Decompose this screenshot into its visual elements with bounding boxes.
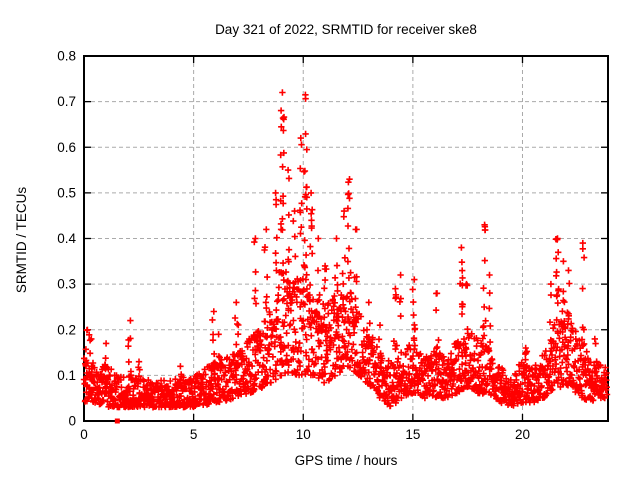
y-tick-label: 0 bbox=[68, 414, 76, 429]
y-tick-label: 0.2 bbox=[57, 322, 76, 337]
y-tick-label: 0.5 bbox=[57, 185, 76, 200]
y-axis-label: SRMTID / TECUs bbox=[14, 187, 29, 294]
zero-value-square-marker bbox=[114, 418, 120, 424]
y-tick-label: 0.3 bbox=[57, 277, 76, 292]
y-tick-label: 0.1 bbox=[57, 368, 76, 383]
x-tick-label: 15 bbox=[405, 427, 420, 442]
plot-layers: 0 0.1 0.2 0.3 0.4 0.5 0.6 0.7 0.8 0 5 10 15 20 bbox=[57, 49, 611, 442]
y-tick-label: 0.4 bbox=[57, 231, 76, 246]
x-tick-label: 20 bbox=[515, 427, 530, 442]
chart-title: Day 321 of 2022, SRMTID for receiver ske… bbox=[215, 22, 477, 37]
y-tick-label: 0.6 bbox=[57, 140, 76, 155]
x-tick-label: 0 bbox=[80, 427, 88, 442]
y-tick-label: 0.7 bbox=[57, 94, 76, 109]
scatter-data-points bbox=[80, 89, 611, 411]
x-axis-label: GPS time / hours bbox=[295, 453, 398, 468]
x-tick-label: 10 bbox=[296, 427, 311, 442]
x-tick-label: 5 bbox=[190, 427, 198, 442]
y-tick-label: 0.8 bbox=[57, 49, 76, 64]
